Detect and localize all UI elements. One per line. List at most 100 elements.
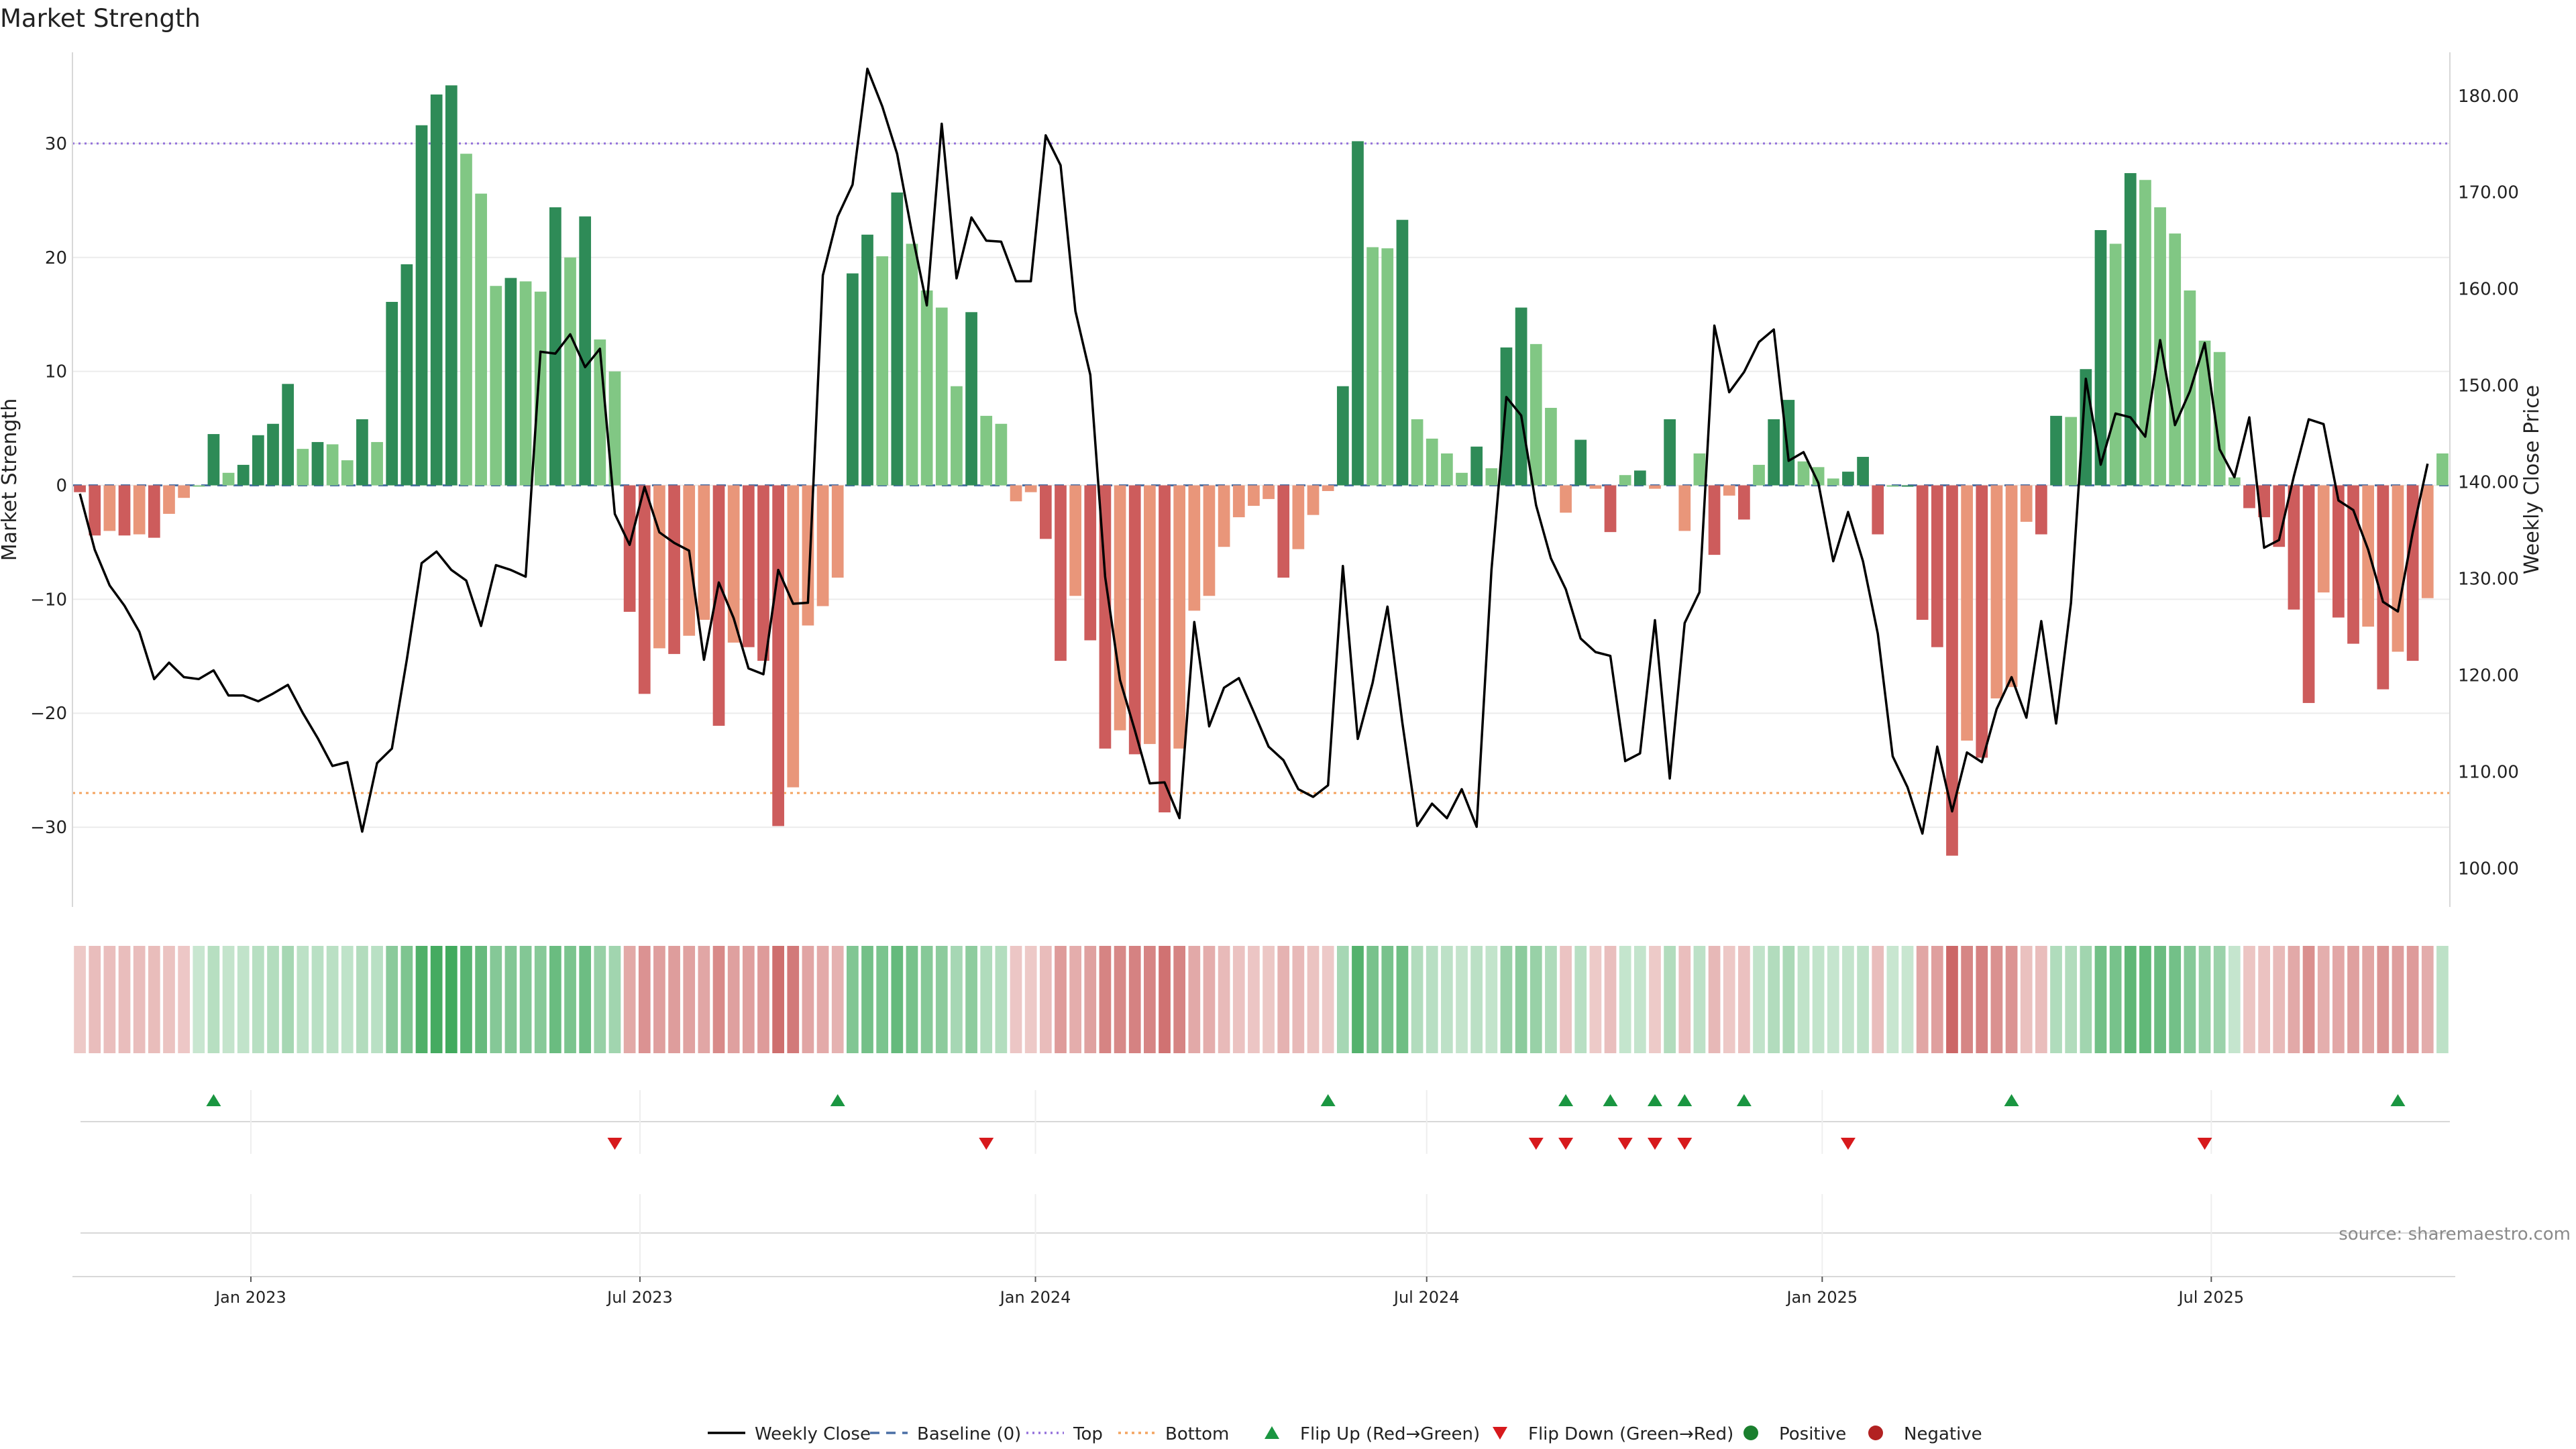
right-tick-label: 160.00 (2458, 280, 2519, 300)
strength-bar (1248, 485, 1260, 506)
strength-bar (1084, 485, 1097, 641)
strength-bar (193, 485, 205, 487)
heat-cell (1352, 946, 1364, 1053)
flip-down-marker (979, 1138, 994, 1150)
heat-cell (1114, 946, 1126, 1053)
legend-label: Negative (1904, 1424, 1982, 1444)
heat-cell (816, 946, 829, 1053)
strength-bar (311, 441, 324, 486)
x-tick-label: Jan 2025 (1785, 1288, 1858, 1307)
heat-cell (1024, 946, 1037, 1053)
heat-cell (2273, 946, 2286, 1053)
left-tick-label: 10 (45, 362, 67, 382)
strength-bar (2213, 352, 2226, 486)
strength-bar (430, 94, 443, 486)
heat-cell (2288, 946, 2300, 1053)
flip-down-marker (1617, 1138, 1633, 1150)
strength-bar (2035, 485, 2047, 535)
right-tick-label: 100.00 (2458, 859, 2519, 879)
strength-bar (1128, 485, 1141, 755)
strength-bar (2139, 180, 2151, 486)
heat-cell (2332, 946, 2345, 1053)
legend-label: Weekly Close (755, 1424, 871, 1444)
heat-cell (1336, 946, 1349, 1053)
strength-bar (267, 423, 279, 486)
strength-bar (1024, 485, 1037, 492)
strength-bar (1381, 248, 1394, 486)
flip-up-marker (1736, 1094, 1752, 1106)
flip-down-marker (1528, 1138, 1544, 1150)
heat-cell (980, 946, 993, 1053)
strength-bar (1827, 478, 1839, 486)
strength-bar (638, 485, 651, 694)
strength-bar (326, 444, 339, 486)
heat-cell (1188, 946, 1201, 1053)
strength-bar (1352, 141, 1364, 486)
heat-cell (1232, 946, 1245, 1053)
strength-bar (2406, 485, 2419, 661)
right-tick-label: 130.00 (2458, 570, 2519, 590)
strength-bar (74, 485, 86, 492)
strength-bar (2243, 485, 2255, 508)
x-tick-label: Jul 2023 (606, 1288, 673, 1307)
right-y-axis-label: Weekly Close Price (2520, 385, 2544, 574)
weekly-close-line (78, 67, 2429, 835)
strength-bar (1560, 485, 1572, 513)
heat-cell (1426, 946, 1438, 1053)
heat-cell (386, 946, 398, 1053)
strength-bar (1976, 485, 1988, 758)
legend-flip-up-icon (1265, 1426, 1279, 1439)
heat-cell (74, 946, 86, 1053)
x-tick-label: Jul 2025 (2177, 1288, 2244, 1307)
heat-cell (1263, 946, 1275, 1053)
reference-lines (72, 142, 2450, 794)
heat-cell (2213, 946, 2226, 1053)
strength-bar (1426, 438, 1438, 486)
heat-cell (311, 946, 324, 1053)
flip-down-marker (1677, 1138, 1693, 1150)
heat-cell (1693, 946, 1706, 1053)
heat-cell (2065, 946, 2078, 1053)
flip-down-marker (2197, 1138, 2212, 1150)
strength-bar (1055, 485, 1067, 661)
strength-bar (2020, 485, 2033, 522)
heat-cell (475, 946, 487, 1053)
heat-cell (415, 946, 428, 1053)
flip-up-marker (1558, 1094, 1574, 1106)
heat-cell (504, 946, 517, 1053)
heat-cell (1589, 946, 1602, 1053)
strength-bar (1203, 485, 1216, 596)
heat-cell (1485, 946, 1498, 1053)
heat-cell (1560, 946, 1572, 1053)
heat-cell (1574, 946, 1587, 1053)
strength-bar (1366, 247, 1379, 486)
strength-bar (222, 472, 235, 486)
legend-label: Baseline (0) (917, 1424, 1021, 1444)
strength-bar (1812, 467, 1825, 486)
heat-cell (1768, 946, 1780, 1053)
heat-cell (995, 946, 1008, 1053)
flip-up-marker (2390, 1094, 2406, 1106)
heat-cell (757, 946, 769, 1053)
left-tick-label: 20 (45, 248, 67, 268)
heat-cell (802, 946, 814, 1053)
strength-bar (2065, 417, 2078, 486)
heat-cell (549, 946, 561, 1053)
heat-cell (1931, 946, 1943, 1053)
strength-bar (1069, 485, 1081, 596)
heat-cell (564, 946, 576, 1053)
legend-label: Positive (1779, 1424, 1846, 1444)
flip-up-marker (1647, 1094, 1662, 1106)
heat-cell (1039, 946, 1052, 1053)
strength-bar (1931, 485, 1943, 647)
heat-cell (1901, 946, 1914, 1053)
strength-bar (668, 485, 680, 654)
strength-bar (2302, 485, 2315, 703)
heat-cell (2198, 946, 2211, 1053)
strength-bar (2332, 485, 2345, 618)
strength-bar (1307, 485, 1320, 515)
heat-cell (2124, 946, 2137, 1053)
heat-cell (163, 946, 175, 1053)
strength-bar (371, 441, 383, 486)
heat-cell (1144, 946, 1156, 1053)
